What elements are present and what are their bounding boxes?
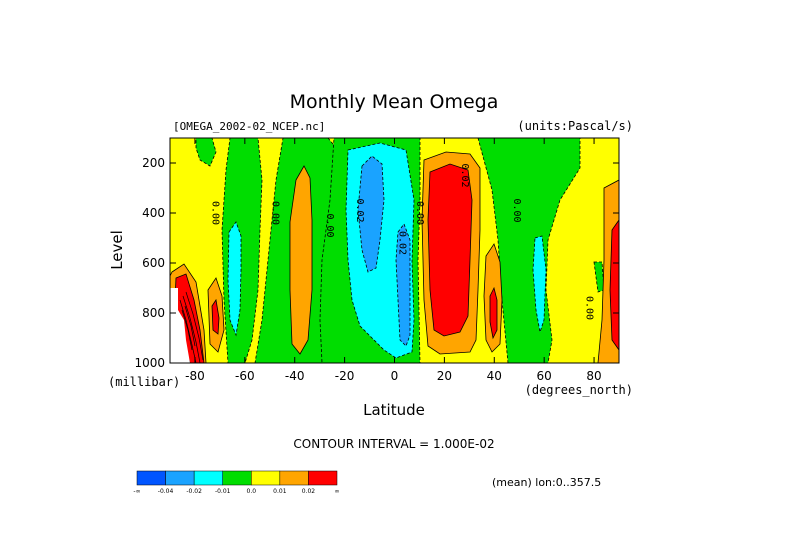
x-tick-label: 0 [391,369,399,383]
contour-label: 0.00 [584,296,595,320]
red-region-sh-low [211,298,220,335]
south-pole-dense-contours [179,291,204,363]
contour-label: 0.02 [459,163,470,187]
colorbar-label: -0.01 [215,488,231,495]
x-tick-label: 80 [586,369,601,383]
contour-label: 0.02 [396,231,407,255]
contour-labels: 0.00 0.00 0.00 0.02 0.02 0.00 0.02 0.00 0.00 [209,163,594,320]
colorbar-label: -∞ [133,488,140,495]
x-tick-label: -60 [235,369,255,383]
y-tick-label: 1000 [134,356,165,370]
green-region-south-pole-top [195,138,217,167]
y-tick-label: 400 [142,206,165,220]
cyan-region-sh [227,221,242,337]
x-axis-units: (degrees_north) [525,383,633,397]
colorbar-label: 0.0 [247,488,257,495]
colorbar-swatch [136,470,166,486]
cyan-region-nh [532,235,547,333]
colorbar-swatch [222,470,252,486]
y-axis-ticks: 200 400 600 800 1000 [134,156,619,370]
x-axis-label: Latitude [363,401,425,419]
colorbar-label: 0.02 [302,488,316,495]
chart-title: Monthly Mean Omega [290,91,499,113]
y-axis-label: Level [108,230,126,270]
colorbar-label: ∞ [335,488,340,495]
contour-label: 0.00 [269,201,280,225]
red-region-pole-n [609,219,619,351]
blue-region-upper [357,155,385,273]
units-label: (units:Pascal/s) [517,119,633,133]
colorbar-label: -0.02 [186,488,202,495]
colorbar-swatch [193,470,223,486]
colorbar-swatch [165,470,195,486]
x-tick-label: -20 [335,369,355,383]
contour-label: 0.00 [324,213,335,237]
colorbar-label: 0.01 [273,488,287,495]
contour-interval-label: CONTOUR INTERVAL = 1.000E-02 [293,437,494,451]
colorbar: -∞ -0.04 -0.02 -0.01 0.0 0.01 0.02 ∞ [133,470,340,495]
colorbar-swatch [251,470,281,486]
green-region-nh-mid [477,138,581,363]
y-tick-label: 600 [142,256,165,270]
x-tick-label: -80 [185,369,205,383]
contour-label: 0.00 [209,201,220,225]
dataset-label: [OMEGA_2002-02_NCEP.nc] [173,120,325,133]
missing-data-region [170,288,190,363]
contour-label: 0.00 [511,198,522,222]
y-tick-label: 200 [142,156,165,170]
contour-label: 0.02 [354,198,365,222]
x-axis-ticks: -80 -60 -40 -20 0 20 40 60 80 [185,138,602,383]
colorbar-label: -0.04 [158,488,174,495]
x-tick-label: -40 [285,369,305,383]
x-tick-label: 20 [437,369,452,383]
y-tick-label: 800 [142,306,165,320]
contour-label: 0.00 [414,201,425,225]
blue-region-lower [395,223,411,347]
colorbar-swatch [279,470,309,486]
mean-note: (mean) lon:0..357.5 [492,476,601,489]
contour-field: 0.00 0.00 0.00 0.02 0.02 0.00 0.02 0.00 0.00 [170,138,619,363]
y-axis-units: (millibar) [108,375,180,389]
colorbar-swatch [308,470,338,486]
x-tick-label: 40 [487,369,502,383]
red-region-nh [489,286,498,340]
orange-region-midlat [289,165,313,355]
x-tick-label: 60 [537,369,552,383]
red-region-tropical [427,163,473,337]
